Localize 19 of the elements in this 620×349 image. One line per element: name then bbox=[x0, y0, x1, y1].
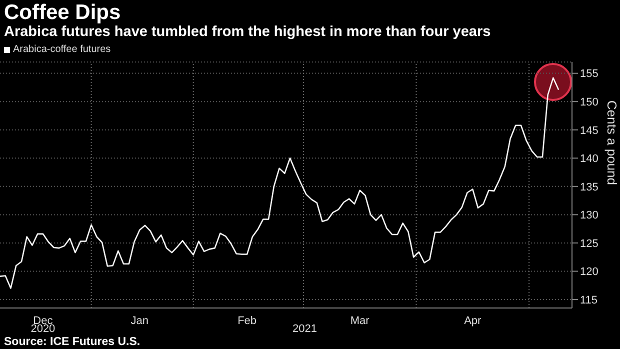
x-tick-label: Mar bbox=[350, 314, 370, 327]
y-tick-label: 140 bbox=[580, 153, 598, 166]
x-tick-label: Jan bbox=[130, 314, 149, 327]
source-note: Source: ICE Futures U.S. bbox=[4, 336, 140, 348]
y-tick-label: 125 bbox=[580, 238, 598, 250]
y-tick-label: 150 bbox=[580, 96, 598, 108]
legend-label: Arabica-coffee futures bbox=[12, 44, 111, 55]
y-axis-title: Cents a pound bbox=[604, 100, 620, 185]
y-tick-label: 115 bbox=[580, 294, 598, 306]
y-tick-label: 120 bbox=[580, 266, 598, 278]
x-tick-label: Apr bbox=[464, 314, 482, 327]
chart-subtitle: Arabica futures have tumbled from the highest in more than four years bbox=[4, 24, 491, 40]
x-tick-label: Feb bbox=[238, 314, 257, 327]
text: 2021 bbox=[292, 323, 318, 335]
y-tick-label: 135 bbox=[580, 181, 598, 194]
y-tick-label: 155 bbox=[580, 68, 598, 80]
y-tick-label: 130 bbox=[580, 210, 598, 222]
chart-title: Coffee Dips bbox=[4, 1, 121, 25]
y-tick-label: 145 bbox=[580, 124, 598, 137]
